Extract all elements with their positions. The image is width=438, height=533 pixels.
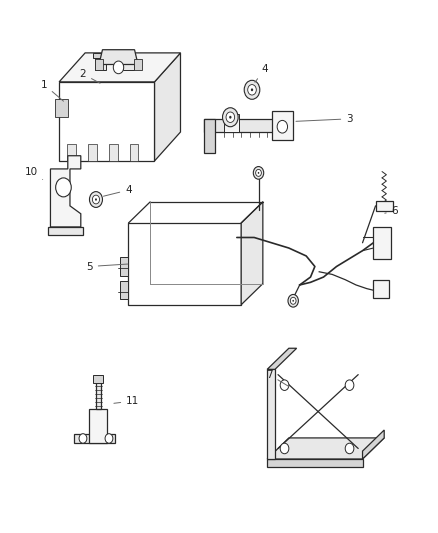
Polygon shape [93, 375, 103, 383]
Circle shape [292, 300, 293, 302]
Polygon shape [267, 438, 383, 459]
Polygon shape [48, 227, 83, 235]
Polygon shape [123, 58, 134, 70]
Circle shape [226, 112, 234, 123]
Polygon shape [121, 53, 135, 58]
Circle shape [247, 85, 256, 95]
Polygon shape [223, 114, 238, 132]
Polygon shape [120, 257, 128, 276]
Circle shape [344, 380, 353, 391]
Text: 4: 4 [254, 64, 268, 82]
Polygon shape [267, 459, 362, 467]
Polygon shape [204, 119, 215, 153]
Circle shape [290, 297, 295, 304]
Circle shape [95, 198, 97, 201]
Circle shape [279, 380, 288, 391]
Circle shape [105, 434, 113, 443]
Circle shape [279, 443, 288, 454]
Polygon shape [204, 119, 279, 132]
Circle shape [89, 191, 102, 207]
Polygon shape [99, 50, 138, 64]
Polygon shape [67, 143, 75, 161]
Polygon shape [128, 223, 240, 305]
Text: 3: 3 [295, 114, 352, 124]
Circle shape [229, 116, 231, 119]
Polygon shape [93, 53, 107, 58]
Circle shape [92, 195, 99, 204]
Circle shape [344, 443, 353, 454]
Polygon shape [271, 111, 293, 140]
Polygon shape [59, 53, 180, 82]
Polygon shape [120, 281, 128, 300]
Text: 7: 7 [265, 369, 288, 386]
Circle shape [255, 169, 261, 176]
Polygon shape [88, 143, 96, 161]
Circle shape [113, 61, 124, 74]
Polygon shape [95, 380, 100, 409]
Text: 11: 11 [113, 396, 139, 406]
Text: 1: 1 [41, 79, 64, 101]
Text: 2: 2 [79, 69, 100, 83]
Polygon shape [134, 59, 142, 70]
Circle shape [56, 178, 71, 197]
Circle shape [79, 434, 87, 443]
Circle shape [250, 88, 253, 91]
Polygon shape [267, 369, 274, 459]
Text: 6: 6 [384, 206, 397, 216]
Polygon shape [50, 156, 81, 227]
Polygon shape [267, 348, 296, 369]
Polygon shape [154, 53, 180, 161]
Polygon shape [95, 58, 105, 70]
Text: 5: 5 [86, 262, 127, 271]
Polygon shape [240, 202, 262, 305]
Text: 4: 4 [103, 185, 131, 196]
Polygon shape [89, 409, 106, 443]
Circle shape [222, 108, 237, 127]
Polygon shape [59, 82, 154, 161]
Circle shape [276, 120, 287, 133]
Polygon shape [95, 59, 103, 70]
Circle shape [244, 80, 259, 99]
Text: 10: 10 [25, 166, 42, 180]
Circle shape [257, 172, 259, 174]
Circle shape [253, 166, 263, 179]
Polygon shape [109, 143, 117, 161]
Circle shape [287, 294, 298, 307]
Polygon shape [362, 430, 383, 459]
Polygon shape [373, 280, 388, 298]
Polygon shape [55, 99, 67, 117]
Polygon shape [129, 143, 138, 161]
Polygon shape [74, 434, 115, 443]
Polygon shape [374, 200, 392, 211]
Polygon shape [373, 227, 390, 259]
